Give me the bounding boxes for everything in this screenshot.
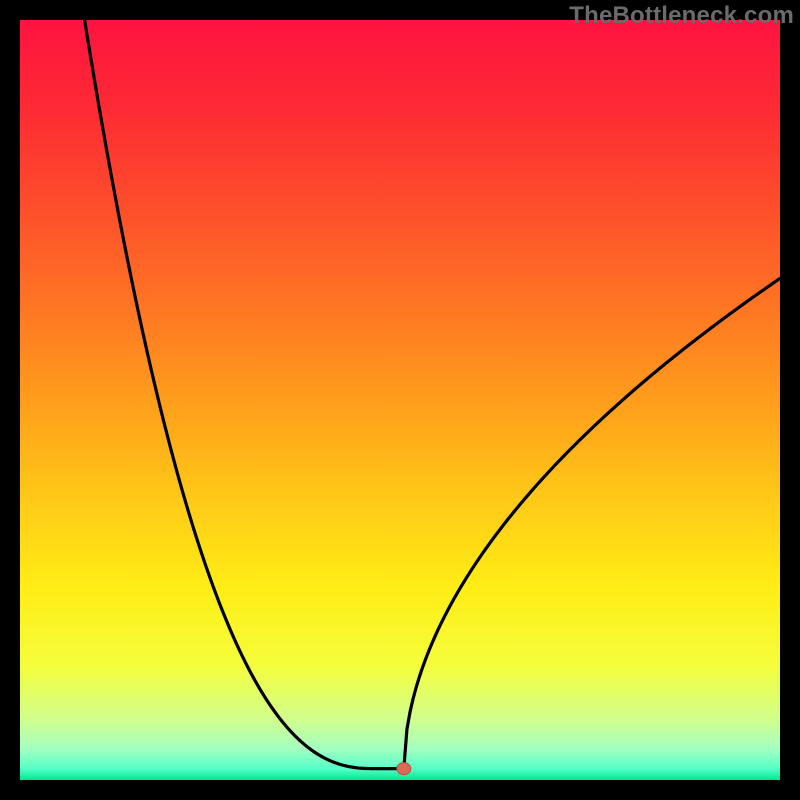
plot-background — [20, 20, 780, 780]
chart-stage: TheBottleneck.com — [0, 0, 800, 800]
bottleneck-chart — [0, 0, 800, 800]
optimum-marker — [397, 763, 411, 775]
